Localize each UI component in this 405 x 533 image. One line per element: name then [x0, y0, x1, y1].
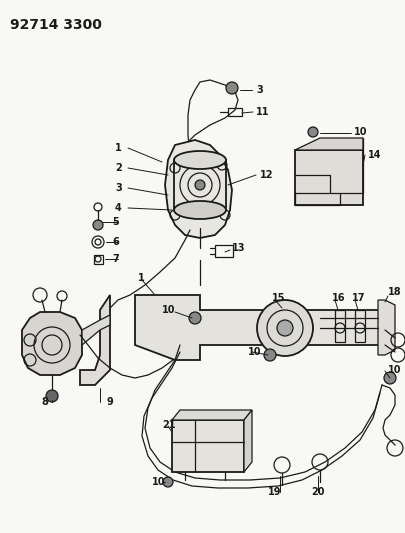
Ellipse shape [174, 201, 226, 219]
Bar [334, 310, 344, 342]
Text: 19: 19 [268, 487, 281, 497]
Polygon shape [172, 410, 252, 420]
Text: 8: 8 [41, 397, 48, 407]
Circle shape [226, 82, 237, 94]
Circle shape [194, 180, 205, 190]
Text: 10: 10 [162, 305, 175, 315]
Bar [228, 108, 241, 116]
Circle shape [162, 477, 173, 487]
Text: 10: 10 [151, 477, 165, 487]
Text: 15: 15 [271, 293, 285, 303]
Text: 17: 17 [351, 293, 364, 303]
Polygon shape [135, 295, 379, 360]
Bar [94, 255, 103, 264]
Polygon shape [80, 295, 110, 385]
Text: 6: 6 [112, 237, 118, 247]
Text: 1: 1 [138, 273, 145, 283]
Ellipse shape [174, 151, 226, 169]
Circle shape [263, 349, 275, 361]
Circle shape [46, 390, 58, 402]
Text: 1: 1 [115, 143, 122, 153]
Bar [215, 245, 232, 257]
Bar [294, 150, 362, 205]
Text: 12: 12 [259, 170, 273, 180]
Text: 16: 16 [331, 293, 345, 303]
Bar [172, 420, 243, 472]
Text: 21: 21 [162, 420, 175, 430]
Polygon shape [243, 410, 252, 472]
Text: 2: 2 [115, 163, 122, 173]
Bar [354, 310, 364, 342]
Circle shape [189, 312, 200, 324]
Circle shape [383, 372, 395, 384]
Text: 5: 5 [112, 217, 118, 227]
Text: 4: 4 [115, 203, 122, 213]
Text: 9: 9 [107, 397, 113, 407]
Circle shape [93, 220, 103, 230]
Text: 20: 20 [311, 487, 324, 497]
Text: 10: 10 [387, 365, 401, 375]
Circle shape [256, 300, 312, 356]
Polygon shape [377, 300, 394, 355]
Polygon shape [294, 138, 362, 150]
Text: 3: 3 [115, 183, 122, 193]
Text: 13: 13 [231, 243, 245, 253]
Text: 18: 18 [387, 287, 401, 297]
Text: 11: 11 [256, 107, 269, 117]
Text: 10: 10 [247, 347, 261, 357]
Text: 92714 3300: 92714 3300 [10, 18, 102, 32]
Text: 10: 10 [353, 127, 367, 137]
Text: 3: 3 [256, 85, 262, 95]
Circle shape [307, 127, 317, 137]
Polygon shape [164, 140, 231, 238]
Circle shape [276, 320, 292, 336]
Polygon shape [22, 312, 82, 375]
Text: 7: 7 [112, 254, 118, 264]
Polygon shape [82, 315, 110, 345]
Text: 14: 14 [367, 150, 381, 160]
